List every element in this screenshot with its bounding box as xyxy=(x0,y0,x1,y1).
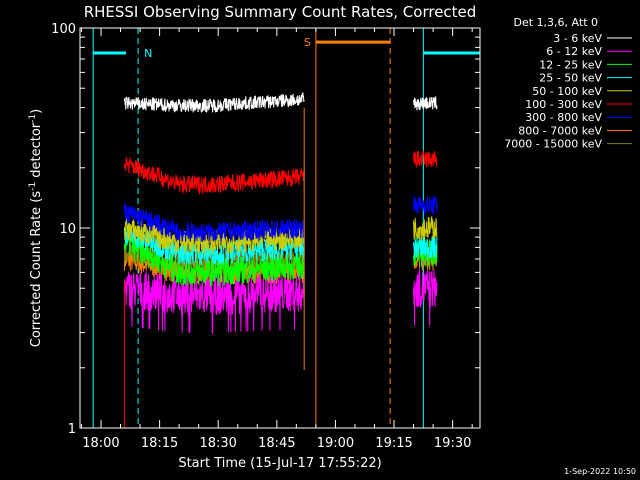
y-tick-label: 1 xyxy=(68,422,76,437)
x-tick-label: 19:15 xyxy=(375,436,412,451)
legend-label: 800 - 7000 keV xyxy=(518,124,602,137)
legend-label: 6 - 12 keV xyxy=(546,45,602,58)
plot-area: NS xyxy=(92,28,481,428)
legend-label: 12 - 25 keV xyxy=(539,58,602,71)
axes: 18:00 18:15 18:30 18:45 19:00 19:15 19:30 1 10 10… xyxy=(51,22,480,451)
x-tick-label: 18:45 xyxy=(258,436,295,451)
series-line xyxy=(123,268,438,334)
legend-title: Det 1,3,6, Att 0 xyxy=(514,16,598,29)
night-label: N xyxy=(144,47,152,60)
legend-label: 300 - 800 keV xyxy=(525,111,602,124)
legend-label: 100 - 300 keV xyxy=(525,98,602,111)
x-tick-label: 19:00 xyxy=(317,436,354,451)
y-axis-label: Corrected Count Rate (s-1 detector-1) xyxy=(28,109,44,347)
chart-title: RHESSI Observing Summary Count Rates, Co… xyxy=(84,3,477,21)
series-line xyxy=(123,92,438,113)
legend-label: 7000 - 15000 keV xyxy=(504,138,602,151)
saa-label: S xyxy=(304,36,311,49)
legend-label: 50 - 100 keV xyxy=(532,85,602,98)
x-tick-label: 18:15 xyxy=(141,436,178,451)
x-axis-label: Start Time (15-Jul-17 17:55:22) xyxy=(178,456,381,471)
series-line xyxy=(123,150,438,195)
x-tick-label: 18:00 xyxy=(82,436,119,451)
footer-date: 1-Sep-2022 10:50 xyxy=(564,467,636,476)
y-tick-label: 100 xyxy=(51,22,76,37)
series-line xyxy=(123,195,438,243)
x-tick-label: 19:30 xyxy=(434,436,471,451)
legend-label: 25 - 50 keV xyxy=(539,72,602,85)
legend-label: 3 - 6 keV xyxy=(553,32,602,45)
x-tick-label: 18:30 xyxy=(199,436,236,451)
y-tick-label: 10 xyxy=(59,222,76,237)
